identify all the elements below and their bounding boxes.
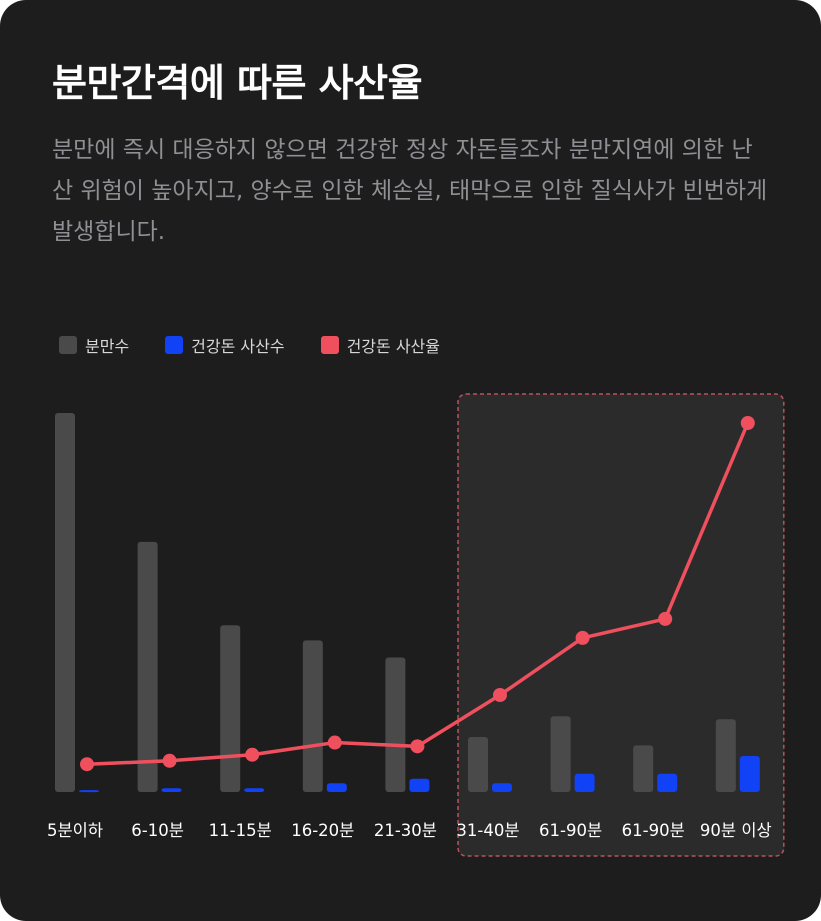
x-tick-label: 61-90분 (622, 821, 685, 840)
legend-label-births: 분만수 (85, 337, 130, 356)
highlight-region (457, 393, 785, 857)
bar-stillbirths (79, 790, 99, 793)
point-stillbirth-rate (740, 416, 755, 430)
legend-swatch-stillbirth-rate (320, 336, 339, 354)
x-tick-label: 6-10분 (131, 821, 184, 840)
bar-stillbirths (574, 773, 595, 792)
legend: 분만수 건강돈 사산수 건강돈 사산율 (59, 333, 476, 357)
bar-stillbirths (326, 783, 347, 792)
bar-births (468, 737, 488, 792)
page-title: 분만간격에 따른 사산율 (52, 61, 423, 105)
bar-births (715, 719, 736, 792)
point-stillbirth-rate (575, 630, 590, 645)
bar-births (220, 625, 241, 792)
x-tick-label: 16-20분 (291, 821, 354, 840)
point-stillbirth-rate (162, 753, 177, 768)
legend-item-births: 분만수 (59, 333, 129, 357)
point-stillbirth-rate (410, 739, 425, 754)
bar-stillbirths (657, 773, 678, 792)
bar-stillbirths (492, 783, 512, 792)
x-tick-label: 31-40분 (456, 821, 519, 840)
x-tick-label: 21-30분 (374, 821, 437, 840)
bar-births (302, 640, 323, 792)
bar-births (550, 716, 571, 792)
point-stillbirth-rate (327, 735, 342, 750)
legend-label-stillbirths: 건강돈 사산수 (191, 337, 285, 356)
legend-label-stillbirth-rate: 건강돈 사산율 (346, 337, 440, 356)
bar-births (55, 413, 75, 792)
bar-stillbirths (409, 778, 430, 792)
point-stillbirth-rate (245, 747, 260, 762)
legend-swatch-births (59, 336, 77, 354)
point-stillbirth-rate (80, 757, 94, 772)
bar-stillbirths (244, 788, 265, 792)
bar-births (633, 745, 654, 792)
legend-item-stillbirths: 건강돈 사산수 (165, 333, 285, 357)
x-tick-label: 90분 이상 (700, 821, 772, 840)
bar-births (137, 541, 158, 792)
x-tick-label: 11-15분 (209, 821, 272, 840)
description: 분만에 즉시 대응하지 않으면 건강한 정상 자돈들조차 분만지연에 의한 난산… (52, 137, 768, 245)
legend-item-stillbirth-rate: 건강돈 사산율 (320, 333, 440, 357)
bar-births (385, 657, 406, 792)
point-stillbirth-rate (658, 611, 673, 626)
point-stillbirth-rate (493, 687, 507, 702)
bar-stillbirths (161, 788, 182, 792)
x-tick-label: 5분이하 (47, 821, 103, 840)
x-tick-label: 61-90분 (539, 821, 602, 840)
bar-stillbirths (739, 755, 760, 792)
legend-swatch-stillbirths (165, 336, 184, 354)
